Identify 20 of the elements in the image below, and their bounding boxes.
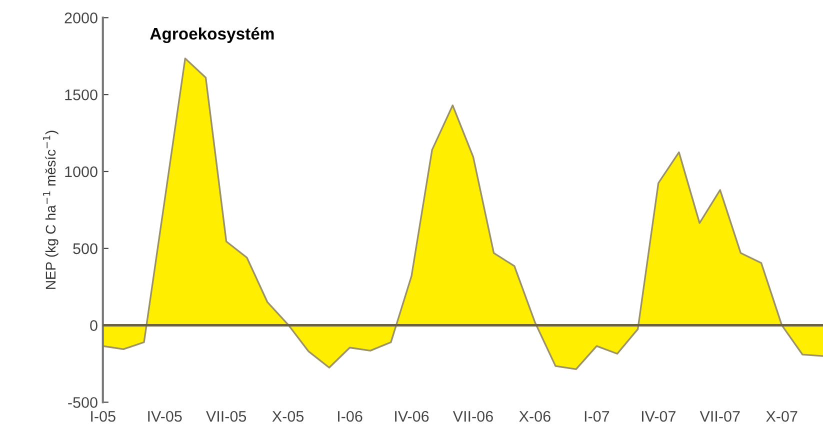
x-tick-label: I-05 bbox=[91, 410, 116, 422]
x-tick-label: VII-07 bbox=[700, 410, 740, 422]
y-tick-label: 500 bbox=[73, 243, 98, 254]
x-tick-label: VII-06 bbox=[452, 410, 493, 422]
y-tick-label: 0 bbox=[90, 320, 98, 331]
x-tick-label: IV-06 bbox=[395, 410, 429, 422]
y-tick-label: -500 bbox=[68, 397, 98, 408]
x-tick-label: I-06 bbox=[338, 410, 362, 422]
x-tick-label: IV-07 bbox=[642, 410, 676, 422]
x-tick-label: I-07 bbox=[584, 410, 610, 422]
y-tick-label: 1000 bbox=[65, 166, 98, 178]
x-tick-label: X-07 bbox=[766, 410, 798, 422]
x-tick-label: IV-05 bbox=[148, 410, 182, 422]
y-tick-label: 1500 bbox=[65, 89, 98, 100]
x-tick-label: X-06 bbox=[519, 410, 550, 422]
y-tick-label: 2000 bbox=[64, 12, 98, 24]
text: Agroekosystém bbox=[150, 27, 274, 44]
x-tick-label: VII-05 bbox=[206, 410, 246, 422]
y-axis-title: NEP (kg C ha$^{−1}$ měsíc$^{−1}$) bbox=[43, 130, 58, 289]
x-tick-label: X-05 bbox=[272, 410, 304, 422]
